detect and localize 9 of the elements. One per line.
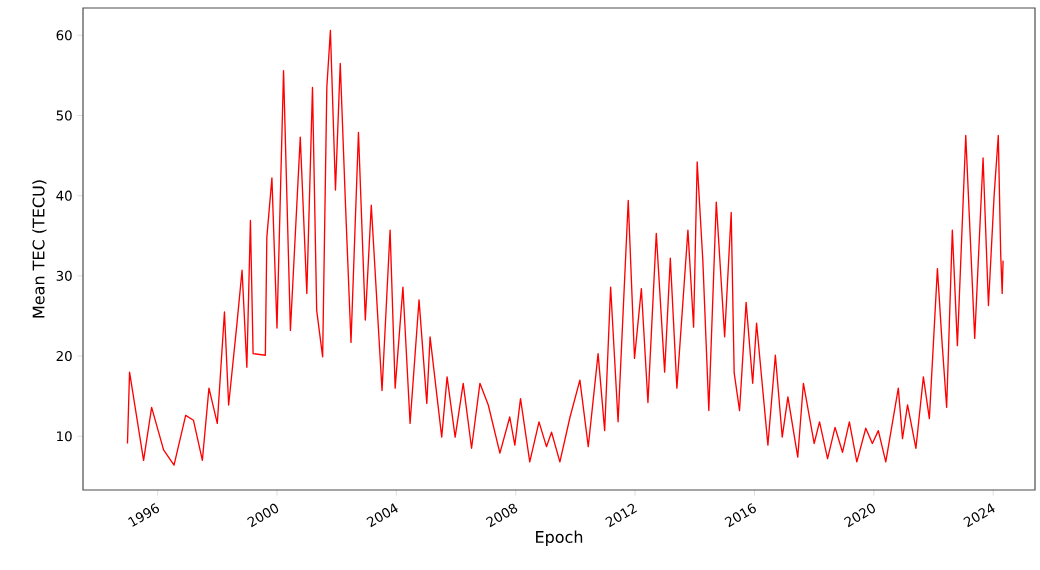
x-axis-title: Epoch — [536, 530, 583, 547]
y-axis-title: Mean TEC (TECU) — [32, 180, 47, 318]
y-tick-label: 30 — [56, 270, 72, 281]
line-series — [126, 29, 1004, 466]
y-tick-label: 50 — [56, 110, 72, 121]
y-tick-label: 10 — [57, 431, 72, 442]
y-tick-label: 20 — [56, 350, 72, 362]
y-tick-label: 60 — [56, 30, 72, 41]
y-tick-label: 40 — [56, 190, 72, 201]
